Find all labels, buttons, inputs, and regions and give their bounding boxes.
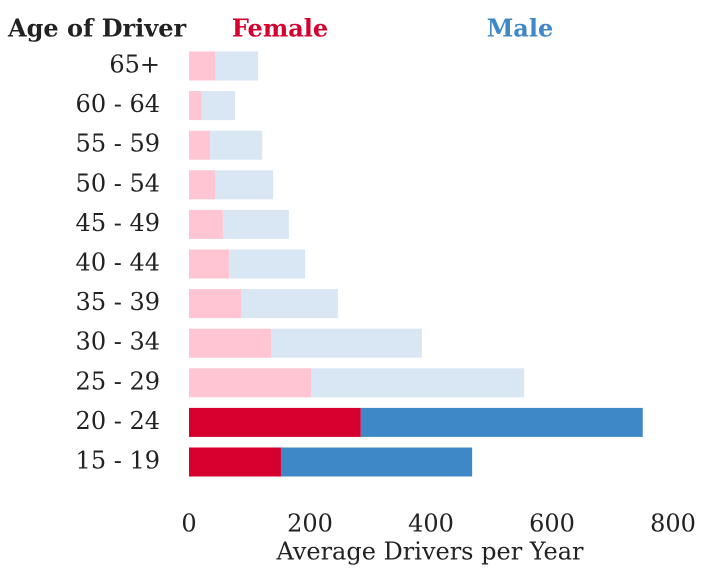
bar-segment	[280, 447, 473, 477]
bar-segment	[189, 368, 312, 398]
legend-label: Male	[487, 14, 554, 43]
x-tick-label: 400	[408, 510, 454, 538]
bar-segment	[311, 368, 525, 398]
y-tick-label: 20 - 24	[76, 407, 160, 435]
bar-segment	[189, 51, 216, 81]
x-axis-title: Average Drivers per Year	[275, 538, 584, 566]
y-tick-label: 50 - 54	[76, 169, 160, 197]
y-tick-label: 60 - 64	[76, 90, 160, 118]
bar-segment	[215, 170, 274, 200]
y-tick-label: 55 - 59	[76, 130, 160, 158]
bar-segment	[189, 170, 216, 200]
y-axis-title: Age of Driver	[7, 14, 187, 43]
bar-segment	[228, 249, 306, 279]
y-tick-label: 35 - 39	[76, 288, 160, 316]
y-tick-label: 30 - 34	[76, 328, 160, 356]
legend-label: Female	[232, 14, 328, 43]
bar-segment	[210, 130, 263, 160]
bar-segment	[215, 51, 258, 81]
bar-segment	[201, 91, 235, 121]
bar-segment	[189, 130, 211, 160]
bar-segment	[222, 209, 289, 239]
y-tick-label: 45 - 49	[76, 209, 160, 237]
bar-segment	[189, 328, 272, 358]
x-tick-label: 200	[287, 510, 333, 538]
y-tick-label: 65+	[109, 51, 160, 79]
bar-segment	[189, 407, 361, 437]
y-tick-label: 25 - 29	[76, 367, 160, 395]
bar-segment	[271, 328, 422, 358]
x-tick-label: 0	[181, 510, 196, 538]
x-tick-label: 600	[529, 510, 575, 538]
bar-segment	[241, 289, 338, 319]
x-tick-label: 800	[650, 510, 696, 538]
bar-segment	[189, 447, 281, 477]
bar-segment	[360, 407, 643, 437]
bar-segment	[189, 91, 202, 121]
bar-segment	[189, 209, 223, 239]
y-tick-label: 40 - 44	[76, 249, 160, 277]
y-tick-label: 15 - 19	[76, 447, 160, 475]
bar-segment	[189, 249, 229, 279]
bar-segment	[189, 289, 242, 319]
